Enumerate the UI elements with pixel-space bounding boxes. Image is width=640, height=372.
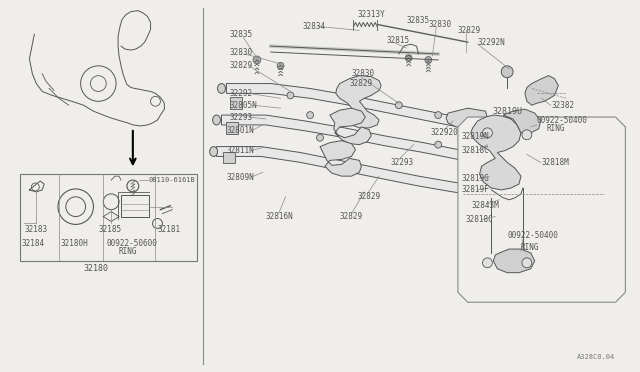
Polygon shape bbox=[216, 147, 477, 196]
Ellipse shape bbox=[212, 115, 221, 125]
Bar bbox=[230, 97, 242, 109]
Text: 32805N: 32805N bbox=[229, 101, 257, 110]
Text: 32835: 32835 bbox=[229, 30, 253, 39]
Text: 32809N: 32809N bbox=[227, 173, 254, 182]
Text: RING: RING bbox=[521, 243, 540, 251]
Text: 32830: 32830 bbox=[229, 48, 253, 57]
Text: 32313Y: 32313Y bbox=[357, 10, 385, 19]
Text: 32829: 32829 bbox=[458, 26, 481, 35]
Circle shape bbox=[396, 102, 403, 109]
Text: RING: RING bbox=[547, 124, 565, 134]
Polygon shape bbox=[330, 108, 371, 145]
Text: 32183: 32183 bbox=[24, 225, 47, 234]
Text: 32818C: 32818C bbox=[466, 215, 493, 224]
Circle shape bbox=[277, 62, 284, 69]
Polygon shape bbox=[221, 115, 484, 164]
Circle shape bbox=[501, 66, 513, 78]
Polygon shape bbox=[336, 76, 381, 128]
Circle shape bbox=[253, 56, 261, 64]
Text: 32835: 32835 bbox=[406, 16, 430, 25]
Text: 32292: 32292 bbox=[229, 89, 253, 98]
Text: 32382: 32382 bbox=[552, 101, 575, 110]
Text: 32818C: 32818C bbox=[462, 146, 490, 155]
Ellipse shape bbox=[503, 124, 511, 134]
Text: 32829: 32829 bbox=[349, 79, 372, 88]
Polygon shape bbox=[493, 249, 535, 273]
Text: 32180: 32180 bbox=[83, 264, 108, 273]
Circle shape bbox=[317, 134, 323, 141]
Circle shape bbox=[435, 141, 442, 148]
Text: 32181: 32181 bbox=[157, 225, 180, 234]
Text: 00922-50400: 00922-50400 bbox=[507, 231, 558, 240]
Polygon shape bbox=[446, 108, 488, 128]
Text: 32829: 32829 bbox=[357, 192, 381, 201]
Bar bbox=[227, 122, 238, 134]
Polygon shape bbox=[525, 76, 558, 105]
Text: 32819U: 32819U bbox=[492, 107, 522, 116]
Text: 00922-50400: 00922-50400 bbox=[537, 116, 588, 125]
Text: 32293: 32293 bbox=[229, 113, 253, 122]
Circle shape bbox=[522, 258, 532, 268]
Text: 32829: 32829 bbox=[340, 212, 363, 221]
Circle shape bbox=[425, 57, 432, 63]
Bar bbox=[121, 195, 148, 217]
Text: 32180H: 32180H bbox=[61, 238, 89, 248]
Text: 32819N: 32819N bbox=[462, 132, 490, 141]
Text: 322920: 322920 bbox=[430, 128, 458, 137]
Ellipse shape bbox=[474, 186, 481, 196]
Text: 32818M: 32818M bbox=[541, 158, 570, 167]
Text: 32843M: 32843M bbox=[472, 201, 499, 210]
Text: 08110-6161B: 08110-6161B bbox=[148, 177, 195, 183]
Bar bbox=[20, 174, 197, 261]
Text: 32292N: 32292N bbox=[477, 38, 506, 46]
Circle shape bbox=[307, 112, 314, 119]
Circle shape bbox=[405, 54, 412, 61]
Text: 32830: 32830 bbox=[428, 20, 451, 29]
Text: i: i bbox=[132, 183, 134, 190]
Circle shape bbox=[483, 258, 492, 268]
Text: 32293: 32293 bbox=[391, 158, 414, 167]
Circle shape bbox=[522, 130, 532, 140]
Text: 32819G: 32819G bbox=[462, 174, 490, 183]
Text: 32815: 32815 bbox=[387, 36, 410, 45]
Ellipse shape bbox=[210, 147, 218, 157]
Text: 32184: 32184 bbox=[22, 238, 45, 248]
Circle shape bbox=[483, 128, 492, 138]
Polygon shape bbox=[320, 141, 362, 176]
Circle shape bbox=[435, 112, 442, 119]
Text: A328C0.04: A328C0.04 bbox=[577, 355, 616, 360]
Ellipse shape bbox=[481, 154, 488, 164]
Polygon shape bbox=[458, 117, 625, 302]
Text: 32816N: 32816N bbox=[266, 212, 294, 221]
Text: 32185: 32185 bbox=[99, 225, 122, 234]
Text: 00922-50600: 00922-50600 bbox=[106, 238, 157, 248]
Bar bbox=[223, 151, 236, 163]
Polygon shape bbox=[470, 115, 521, 190]
Ellipse shape bbox=[218, 84, 225, 93]
Circle shape bbox=[287, 92, 294, 99]
Text: 32834: 32834 bbox=[302, 22, 325, 31]
Text: 32819F: 32819F bbox=[462, 185, 490, 195]
Text: 32830: 32830 bbox=[351, 69, 374, 78]
Text: RING: RING bbox=[118, 247, 136, 256]
Polygon shape bbox=[503, 109, 541, 133]
Polygon shape bbox=[227, 84, 507, 135]
Text: 32829: 32829 bbox=[229, 61, 253, 70]
Text: 32811N: 32811N bbox=[227, 146, 254, 155]
Text: 32801N: 32801N bbox=[227, 126, 254, 135]
